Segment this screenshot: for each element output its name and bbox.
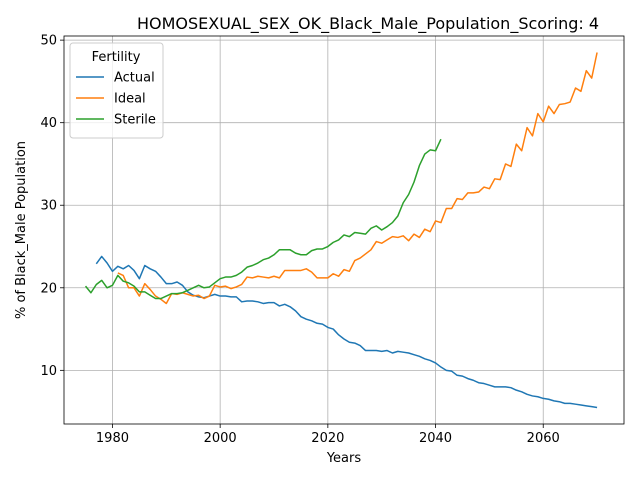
grid-lines <box>64 36 624 424</box>
y-tick-label: 20 <box>40 281 57 296</box>
legend-box <box>69 42 164 139</box>
legend-label-sterile: Sterile <box>114 113 156 128</box>
x-tick-label: 2060 <box>527 431 560 446</box>
series-layer <box>84 52 598 409</box>
plot-frame <box>63 35 625 425</box>
y-axis: 10 20 30 40 50 <box>40 34 64 379</box>
series-line-ideal <box>117 52 598 305</box>
legend-label-actual: Actual <box>114 71 155 86</box>
x-tick-label: 2040 <box>419 431 452 446</box>
x-tick-label: 1980 <box>96 431 129 446</box>
y-tick-label: 40 <box>40 116 57 131</box>
x-tick-label: 2000 <box>204 431 237 446</box>
series-line-sterile <box>84 138 442 300</box>
legend-label-ideal: Ideal <box>114 92 146 107</box>
series-line-actual <box>95 255 598 409</box>
y-tick-label: 10 <box>40 364 57 379</box>
legend-title: Fertility <box>92 50 141 65</box>
x-tick-label: 2020 <box>311 431 344 446</box>
x-axis: 1980 2000 2020 2040 2060 <box>96 424 560 446</box>
y-tick-label: 30 <box>40 199 57 214</box>
y-axis-label: % of Black_Male Population <box>14 141 29 319</box>
legend: Fertility Actual Ideal Sterile <box>69 42 164 139</box>
x-axis-label: Years <box>326 451 362 466</box>
y-tick-label: 50 <box>40 34 57 49</box>
chart-title: HOMOSEXUAL_SEX_OK_Black_Male_Population_… <box>137 14 599 34</box>
